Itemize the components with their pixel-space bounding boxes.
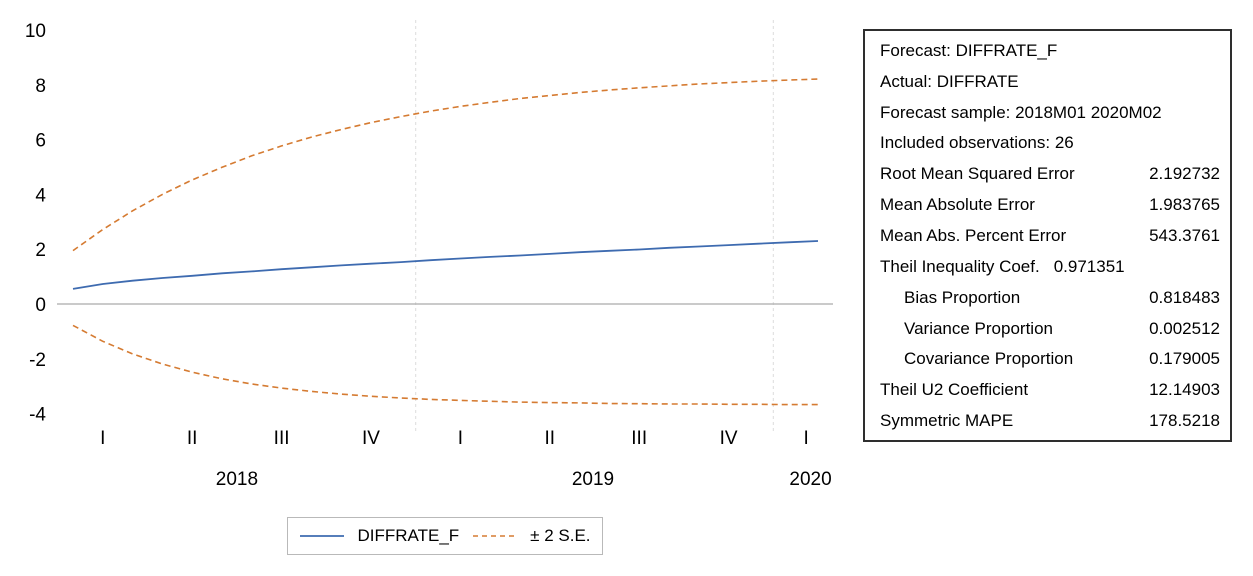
y-axis-tick-label: 6 [35,131,46,152]
x-axis-year-label: 2018 [216,469,258,490]
stats-value: 543.3761 [1149,225,1220,245]
stats-label: Forecast: DIFFRATE_F [880,40,1058,60]
y-axis-tick-label: 10 [25,21,46,42]
legend-label: DIFFRATE_F [357,526,460,545]
stats-value: 178.5218 [1149,411,1220,431]
stats-label: Forecast sample: 2018M01 2020M02 [880,102,1162,122]
stats-label: Theil Inequality Coef. [880,256,1040,276]
stats-row: Forecast sample: 2018M01 2020M02 [880,104,1220,121]
stats-label: Bias Proportion [904,287,1021,307]
series-diffratef [72,240,819,290]
stats-row: Bias Proportion 0.818483 [880,289,1220,306]
stats-row: Mean Absolute Error 1.983765 [880,196,1220,213]
series-2se [72,324,818,406]
x-axis-quarter-label: III [274,428,290,449]
x-axis-quarter-label: II [545,428,556,449]
y-axis-tick-label: -2 [29,350,46,371]
stats-value: 0.179005 [1149,349,1220,369]
stats-value: 0.971351 [1053,256,1125,276]
stats-row: Covariance Proportion 0.179005 [880,350,1220,367]
stats-value: 0.818483 [1149,287,1220,307]
stats-label: Symmetric MAPE [880,411,1014,431]
chart-legend: DIFFRATE_F ± 2 S.E. [287,517,603,555]
y-axis-tick-label: 0 [35,295,46,316]
y-axis-tick-label: 4 [35,185,46,206]
stats-label: Covariance Proportion [904,349,1074,369]
stats-row: Included observations: 26 [880,134,1220,151]
stats-row: Theil U2 Coefficient 12.14903 [880,381,1220,398]
stats-label: Included observations: 26 [880,133,1074,153]
x-axis-quarter-label: II [187,428,198,449]
stats-value: 2.192732 [1149,164,1220,184]
stats-row: Forecast: DIFFRATE_F [880,42,1220,59]
legend-label: ± 2 S.E. [530,526,591,545]
legend-item: ± 2 S.E. [472,526,591,546]
stats-row: Mean Abs. Percent Error 543.3761 [880,227,1220,244]
x-axis-quarter-label: I [100,428,105,449]
x-axis-quarter-label: I [803,428,808,449]
stats-label: Mean Absolute Error [880,195,1035,215]
stats-label: Mean Abs. Percent Error [880,225,1067,245]
stats-row: Root Mean Squared Error 2.192732 [880,165,1220,182]
y-axis-tick-label: 2 [35,240,46,261]
x-axis-year-label: 2020 [789,469,831,490]
x-axis-quarter-label: IV [720,428,738,449]
stats-label: Variance Proportion [904,318,1053,338]
forecast-stats-panel: Forecast: DIFFRATE_F Actual: DIFFRATE Fore… [863,29,1232,442]
x-axis-quarter-label: I [458,428,463,449]
x-axis-quarter-label: III [631,428,647,449]
stats-value: 1.983765 [1149,195,1220,215]
stats-row: Theil Inequality Coef. 0.971351 [880,258,1220,275]
legend-item: DIFFRATE_F [299,526,459,546]
y-axis-tick-label: 8 [35,76,46,97]
series-2se [72,78,819,252]
x-axis-year-label: 2019 [572,469,614,490]
stats-row: Variance Proportion 0.002512 [880,320,1220,337]
stats-row: Symmetric MAPE 178.5218 [880,412,1220,429]
solid-line-swatch-icon [300,535,345,537]
stats-value: 0.002512 [1149,318,1220,338]
stats-label: Theil U2 Coefficient [880,380,1029,400]
stats-value: 12.14903 [1149,380,1220,400]
stats-label: Actual: DIFFRATE [880,71,1019,91]
x-axis-quarter-label: IV [362,428,380,449]
stats-label: Root Mean Squared Error [880,164,1075,184]
stats-row: Actual: DIFFRATE [880,73,1220,90]
y-axis-tick-label: -4 [29,405,46,426]
dashed-line-swatch-icon [473,535,518,537]
